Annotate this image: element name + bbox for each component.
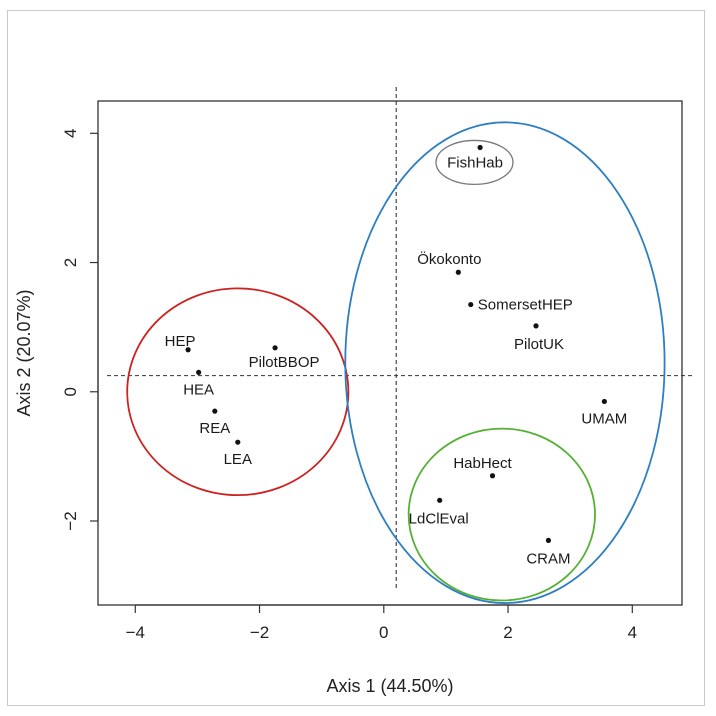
point-pilotbbop [272, 345, 278, 351]
x-tick-label: 4 [628, 623, 637, 642]
point-label-lea: LEA [224, 451, 252, 468]
x-axis-title: Axis 1 (44.50%) [326, 676, 453, 696]
point-label-somersethep: SomersetHEP [478, 297, 573, 314]
point-label-pilotbbop: PilotBBOP [249, 354, 320, 371]
point-habhect [489, 473, 496, 479]
y-tick-label: 2 [61, 258, 80, 267]
plot-content: HEP HEA REA LEA PilotBBOP FishHab Ökokonto Some… [107, 87, 693, 604]
point-fishhab [477, 144, 483, 151]
point-label-habhect: HabHect [453, 455, 512, 472]
group-ellipse-gray [435, 139, 514, 186]
point-pilotuk [533, 323, 539, 329]
y-tick-label: −2 [61, 511, 80, 530]
point-ldcleval [437, 497, 443, 503]
point-hea [196, 369, 202, 375]
point-lea [235, 439, 241, 445]
point-rea [212, 408, 218, 414]
point-umam [601, 398, 607, 405]
x-tick-label: 0 [379, 623, 388, 642]
point-label-cram: CRAM [526, 550, 570, 567]
point-somersethep [468, 301, 474, 308]
x-tick-label: −4 [126, 623, 145, 642]
group-ellipse-green [407, 427, 596, 602]
figure-frame [7, 10, 705, 706]
group-ellipse-blue [344, 121, 666, 604]
point-label-umam: UMAM [581, 410, 627, 427]
point-label--kokonto: Ökokonto [417, 250, 481, 268]
point-label-pilotuk: PilotUK [514, 336, 564, 353]
x-tick-label: 2 [503, 623, 512, 642]
point-hep [185, 347, 191, 353]
point-label-ldcleval: LdClEval [409, 510, 469, 527]
y-tick-label: 0 [61, 387, 80, 396]
point-label-fishhab: FishHab [447, 155, 503, 172]
y-axis-title: Axis 2 (20.07%) [14, 289, 34, 416]
point-label-hea: HEA [183, 381, 214, 398]
axes: −4 −2 0 2 4 −2 0 2 4 [61, 129, 637, 642]
group-ellipse-red [126, 287, 350, 497]
point-label-rea: REA [199, 420, 230, 437]
x-tick-label: −2 [250, 623, 269, 642]
point-cram [545, 537, 552, 543]
point-label-hep: HEP [165, 333, 196, 350]
point--kokonto [455, 269, 461, 275]
y-tick-label: 4 [61, 129, 80, 138]
